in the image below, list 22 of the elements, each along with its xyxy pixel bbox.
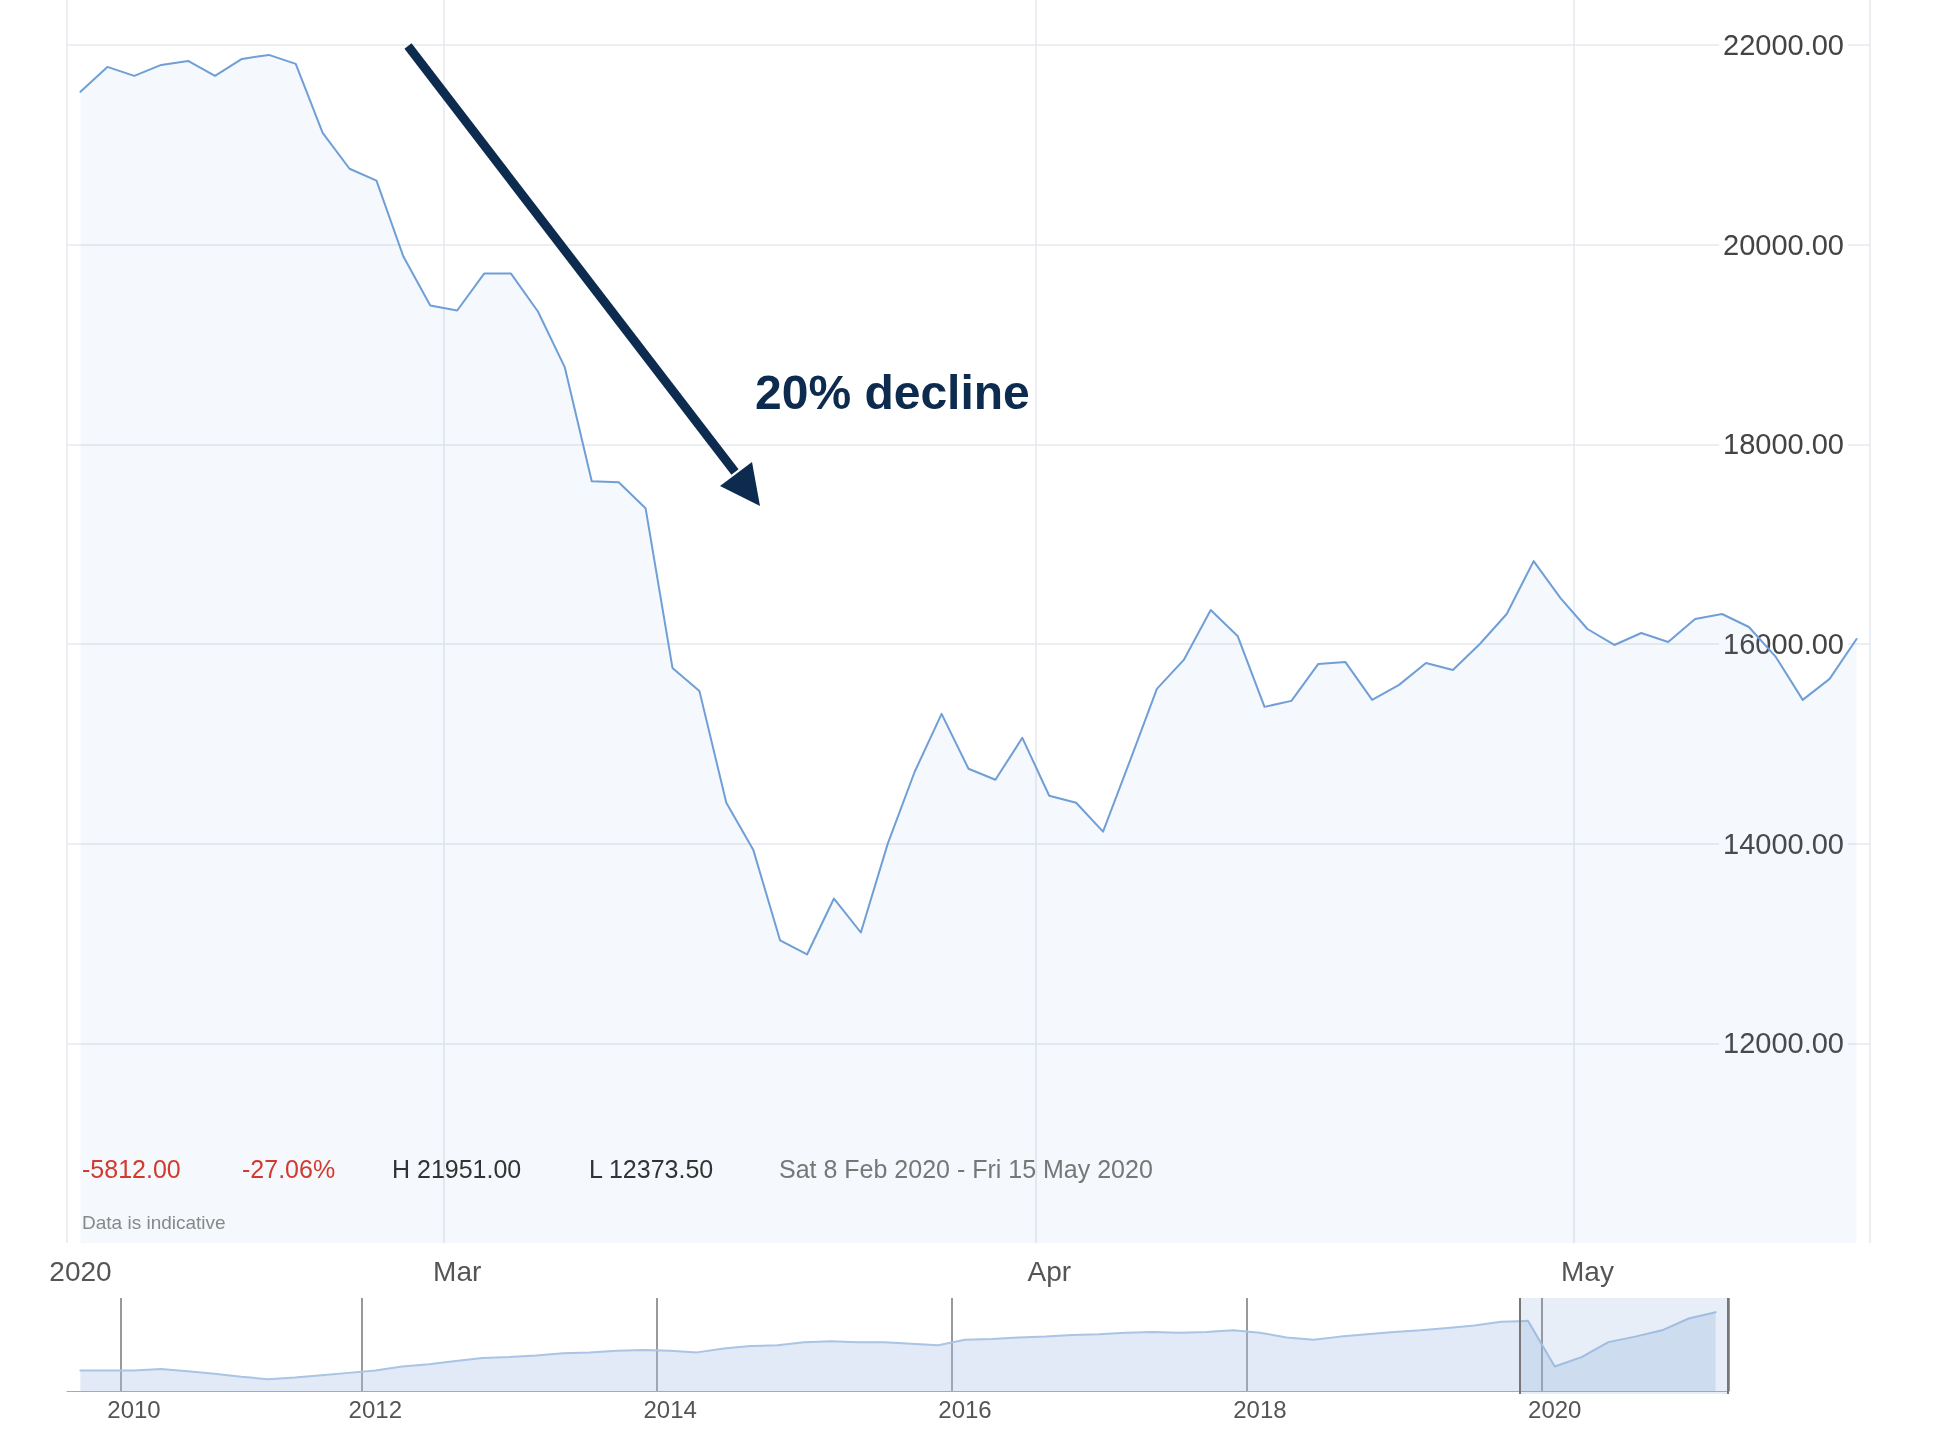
annotation: -5812.00 [82, 1155, 181, 1184]
x-tick-label: 2016 [938, 1395, 992, 1423]
annotation: 20% decline [755, 365, 1030, 420]
annotation: L 12373.50 [589, 1155, 714, 1184]
annotation: -27.06% [242, 1155, 336, 1184]
y-tick-label: 20000.00 [1723, 228, 1844, 261]
annotation: Sat 8 Feb 2020 - Fri 15 May 2020 [779, 1155, 1153, 1184]
x-tick-label: 2010 [107, 1395, 161, 1423]
x-tick-label: 2012 [348, 1395, 402, 1423]
y-tick-label: 18000.00 [1723, 428, 1844, 461]
annotation: H 21951.00 [392, 1155, 522, 1184]
y-tick-label: 12000.00 [1723, 1027, 1844, 1060]
x-tick-label: 2014 [643, 1395, 697, 1423]
x-tick-label: Mar [433, 1255, 482, 1287]
x-tick-label: 2020 [1528, 1395, 1582, 1423]
y-tick-label: 22000.00 [1723, 28, 1844, 61]
x-tick-label: 2018 [1233, 1395, 1287, 1423]
x-tick-label: Apr [1027, 1255, 1072, 1287]
x-tick-label: 2020 [49, 1255, 112, 1287]
x-tick-label: May [1560, 1255, 1614, 1287]
y-tick-label: 14000.00 [1723, 827, 1844, 860]
annotation: Data is indicative [82, 1212, 226, 1234]
